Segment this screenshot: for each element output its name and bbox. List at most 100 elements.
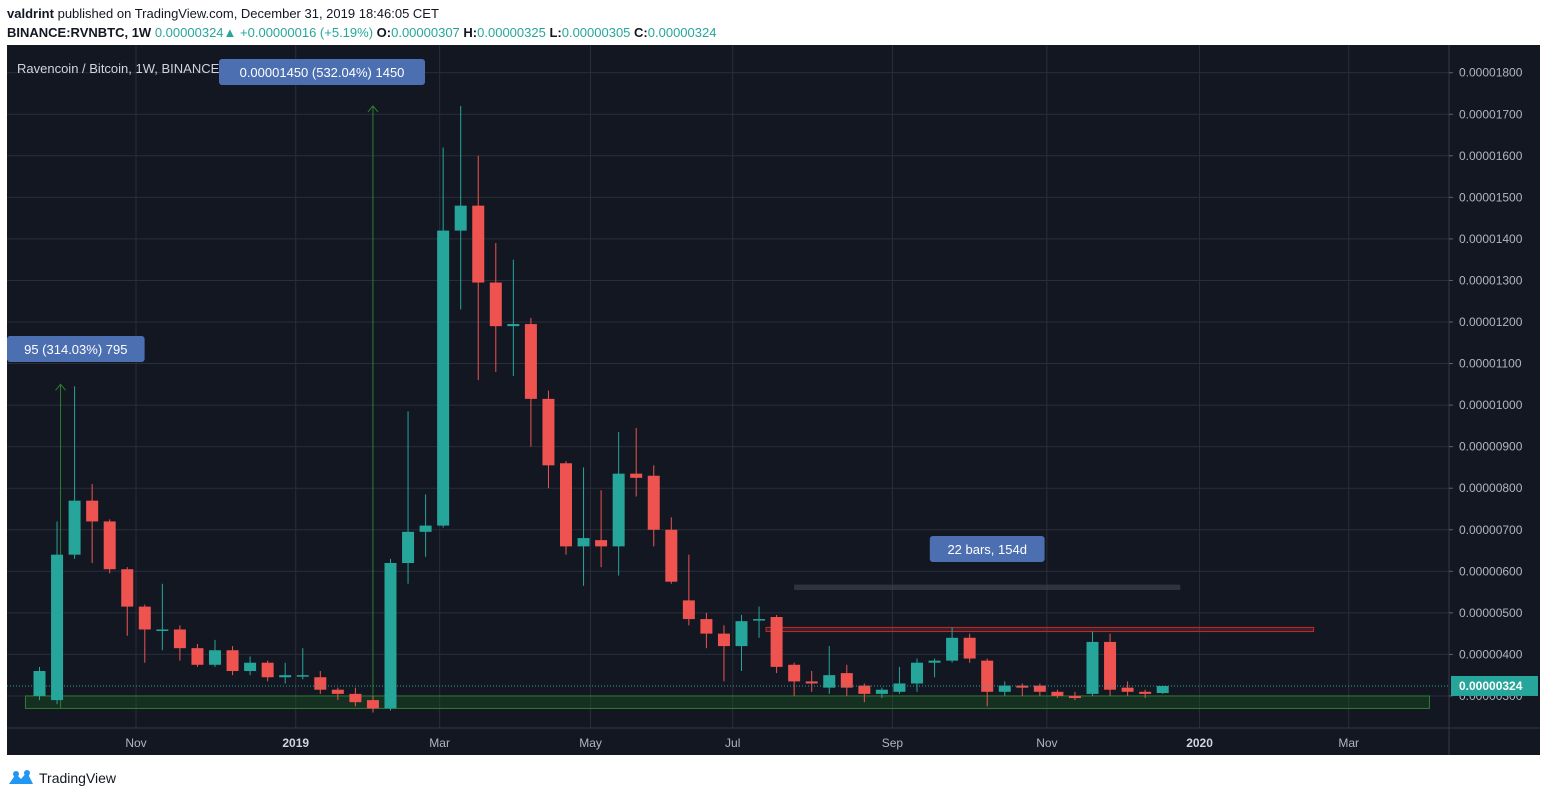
candle-body[interactable] <box>560 463 572 547</box>
candle-body[interactable] <box>121 569 134 607</box>
candle-body[interactable] <box>981 660 994 692</box>
candle[interactable] <box>981 658 994 707</box>
tradingview-footer[interactable]: TradingView <box>8 767 116 789</box>
candle-body[interactable] <box>998 685 1011 692</box>
candle[interactable] <box>209 639 221 667</box>
candle[interactable] <box>454 105 467 310</box>
candle[interactable] <box>805 671 818 692</box>
candle-body[interactable] <box>244 662 257 672</box>
candle[interactable] <box>647 465 660 547</box>
candle[interactable] <box>1139 689 1152 699</box>
candle[interactable] <box>595 490 608 568</box>
candle[interactable] <box>560 461 572 555</box>
candle-body[interactable] <box>1068 695 1081 699</box>
candle[interactable] <box>33 666 46 701</box>
candle[interactable] <box>753 606 766 638</box>
candle[interactable] <box>366 695 379 713</box>
candle[interactable] <box>840 664 853 696</box>
candle[interactable] <box>630 427 643 497</box>
candle[interactable] <box>51 521 64 705</box>
candle[interactable] <box>893 666 906 694</box>
candle[interactable] <box>402 411 415 584</box>
candle-body[interactable] <box>700 619 713 634</box>
price-chart[interactable]: 95 (314.03%) 795 0.00001450 (532.04%) 145… <box>7 45 1540 755</box>
candle[interactable] <box>858 683 871 703</box>
candle-body[interactable] <box>296 675 309 677</box>
candle-body[interactable] <box>437 230 450 526</box>
chart-container[interactable]: 95 (314.03%) 795 0.00001450 (532.04%) 145… <box>7 45 1540 755</box>
candle-body[interactable] <box>173 629 186 649</box>
candle-body[interactable] <box>946 637 959 661</box>
candle-body[interactable] <box>51 554 64 701</box>
candle-body[interactable] <box>191 648 204 665</box>
candle-body[interactable] <box>489 282 502 327</box>
candle-body[interactable] <box>893 683 906 692</box>
candle-body[interactable] <box>261 662 274 678</box>
candle-body[interactable] <box>542 398 555 466</box>
candle[interactable] <box>577 467 590 586</box>
candle[interactable] <box>437 147 450 528</box>
candle-body[interactable] <box>1051 691 1064 696</box>
candle[interactable] <box>524 317 537 447</box>
candle[interactable] <box>103 519 116 574</box>
candle-body[interactable] <box>858 685 871 694</box>
candle[interactable] <box>612 432 625 576</box>
candle[interactable] <box>226 646 239 676</box>
candle[interactable] <box>1051 689 1064 699</box>
candle[interactable] <box>682 554 695 626</box>
candle-body[interactable] <box>1033 685 1046 692</box>
candle-body[interactable] <box>33 671 46 696</box>
candle[interactable] <box>68 386 81 559</box>
candle[interactable] <box>770 614 783 674</box>
candle[interactable] <box>156 583 169 651</box>
candle-body[interactable] <box>226 650 239 672</box>
candle[interactable] <box>191 644 204 667</box>
candle[interactable] <box>735 614 748 672</box>
candle-body[interactable] <box>472 205 485 283</box>
candle-body[interactable] <box>595 540 608 547</box>
candle-body[interactable] <box>507 324 520 327</box>
candle[interactable] <box>279 662 292 684</box>
candle-body[interactable] <box>366 700 379 709</box>
candle-body[interactable] <box>349 693 362 703</box>
candle[interactable] <box>542 390 555 489</box>
candle-body[interactable] <box>454 205 467 231</box>
candle-body[interactable] <box>682 600 695 620</box>
candle[interactable] <box>1016 683 1029 696</box>
candle[interactable] <box>700 612 713 649</box>
candle-body[interactable] <box>717 633 730 647</box>
candle-body[interactable] <box>577 538 590 547</box>
candle-body[interactable] <box>647 475 660 530</box>
author-name[interactable]: valdrint <box>7 6 54 21</box>
candle[interactable] <box>331 687 344 701</box>
candle-body[interactable] <box>753 619 766 621</box>
candle-body[interactable] <box>524 324 537 399</box>
candle[interactable] <box>823 646 836 694</box>
candle[interactable] <box>86 484 99 563</box>
candle[interactable] <box>998 681 1011 696</box>
candle-body[interactable] <box>402 531 415 563</box>
candle[interactable] <box>244 656 257 676</box>
candle-body[interactable] <box>86 500 99 522</box>
candle-body[interactable] <box>665 529 678 582</box>
candle[interactable] <box>1121 681 1134 696</box>
candle[interactable] <box>875 687 888 699</box>
candle-body[interactable] <box>384 562 397 709</box>
candle[interactable] <box>1033 683 1046 696</box>
candles[interactable] <box>33 105 1169 713</box>
candle[interactable] <box>314 671 327 694</box>
candle-body[interactable] <box>735 621 748 647</box>
candle[interactable] <box>507 259 520 377</box>
candle[interactable] <box>489 243 502 372</box>
candle-body[interactable] <box>138 606 151 630</box>
candle[interactable] <box>911 658 923 692</box>
candle[interactable] <box>717 625 730 682</box>
candle[interactable] <box>419 494 432 557</box>
candle-body[interactable] <box>1086 641 1099 694</box>
candle[interactable] <box>296 648 309 680</box>
candle[interactable] <box>665 517 678 584</box>
candle[interactable] <box>121 567 134 636</box>
candle[interactable] <box>1156 685 1169 694</box>
candle[interactable] <box>928 658 941 678</box>
candle-body[interactable] <box>612 473 625 547</box>
